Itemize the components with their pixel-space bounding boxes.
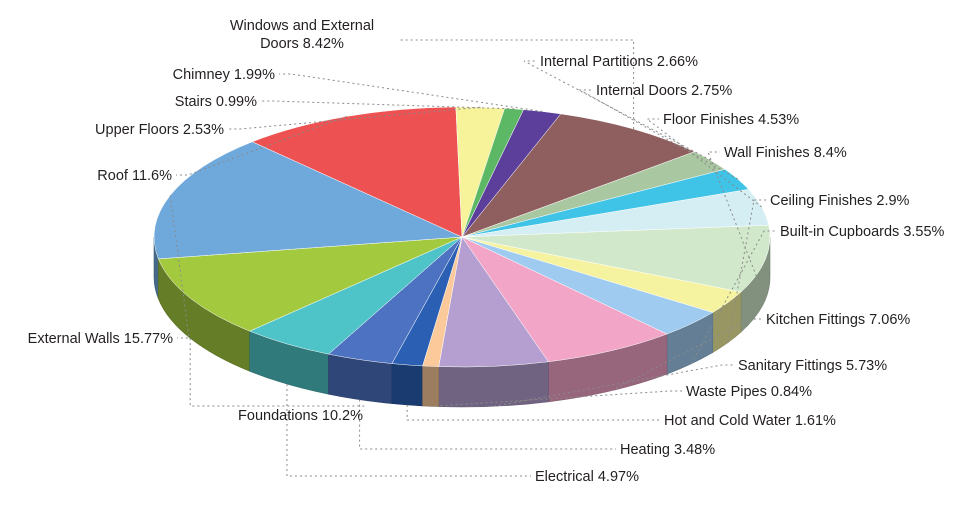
leader-hot-and-cold-water-1-61 — [406, 404, 660, 421]
leader-sanitary-fittings-5-73 — [494, 364, 734, 407]
leader-internal-partitions-2-66 — [523, 60, 711, 161]
label-wall-finishes-8-4: Wall Finishes 8.4% — [724, 145, 847, 161]
label-roof-11-6: Roof 11.6% — [97, 168, 172, 184]
leader-heating-3-48 — [359, 399, 616, 450]
wall-waste-pipes-0-84 — [422, 365, 440, 407]
pie-top-slices — [153, 106, 771, 368]
label-external-walls-15-77: External Walls 15.77% — [28, 331, 173, 347]
label-internal-partitions-2-66: Internal Partitions 2.66% — [540, 54, 698, 70]
label-electrical-4-97: Electrical 4.97% — [535, 469, 639, 485]
label-hot-and-cold-water-1-61: Hot and Cold Water 1.61% — [664, 413, 836, 429]
label-stairs-0-99: Stairs 0.99% — [175, 94, 257, 110]
label-sanitary-fittings-5-73: Sanitary Fittings 5.73% — [738, 358, 887, 374]
leader-stairs-0-99 — [261, 100, 515, 110]
leader-internal-doors-2-75 — [578, 89, 738, 180]
pie-side-walls — [153, 236, 771, 408]
leader-electrical-4-97 — [286, 383, 531, 477]
leader-foundations-10-2 — [189, 338, 367, 407]
leader-built-in-cupboards-3-55 — [690, 230, 776, 365]
wall-hot-and-cold-water-1-61 — [391, 363, 423, 407]
leader-external-walls-15-77 — [169, 195, 190, 339]
leader-upper-floors-2-53 — [228, 106, 481, 130]
leader-lines — [169, 39, 776, 477]
label-floor-finishes-4-53: Floor Finishes 4.53% — [663, 112, 799, 128]
label-windows-and-external-doors-8-42: Windows and External Doors 8.42% — [230, 18, 374, 52]
slice-kitchen-fittings-7-06 — [461, 236, 668, 363]
leader-wall-finishes-8-4 — [707, 151, 766, 300]
slice-wall-finishes-8-4 — [461, 224, 771, 293]
label-ceiling-finishes-2-9: Ceiling Finishes 2.9% — [770, 193, 910, 209]
label-built-in-cupboards-3-55: Built-in Cupboards 3.55% — [780, 224, 945, 240]
label-kitchen-fittings-7-06: Kitchen Fittings 7.06% — [766, 312, 910, 328]
label-chimney-1-99: Chimney 1.99% — [173, 67, 275, 83]
slice-foundations-10-2 — [158, 236, 463, 332]
label-upper-floors-2-53: Upper Floors 2.53% — [95, 122, 224, 138]
label-heating-3-48: Heating 3.48% — [620, 442, 715, 458]
label-foundations-10-2: Foundations 10.2% — [238, 408, 363, 424]
label-internal-doors-2-75: Internal Doors 2.75% — [596, 83, 732, 99]
leader-kitchen-fittings-7-06 — [611, 318, 762, 392]
leader-chimney-1-99 — [279, 73, 543, 112]
leader-roof-11-6 — [176, 116, 347, 176]
slice-windows-and-external-doors-8-42 — [461, 113, 696, 238]
label-waste-pipes-0-84: Waste Pipes 0.84% — [686, 384, 812, 400]
slice-labels: Windows and External Doors 8.42% Internal … — [28, 18, 945, 485]
